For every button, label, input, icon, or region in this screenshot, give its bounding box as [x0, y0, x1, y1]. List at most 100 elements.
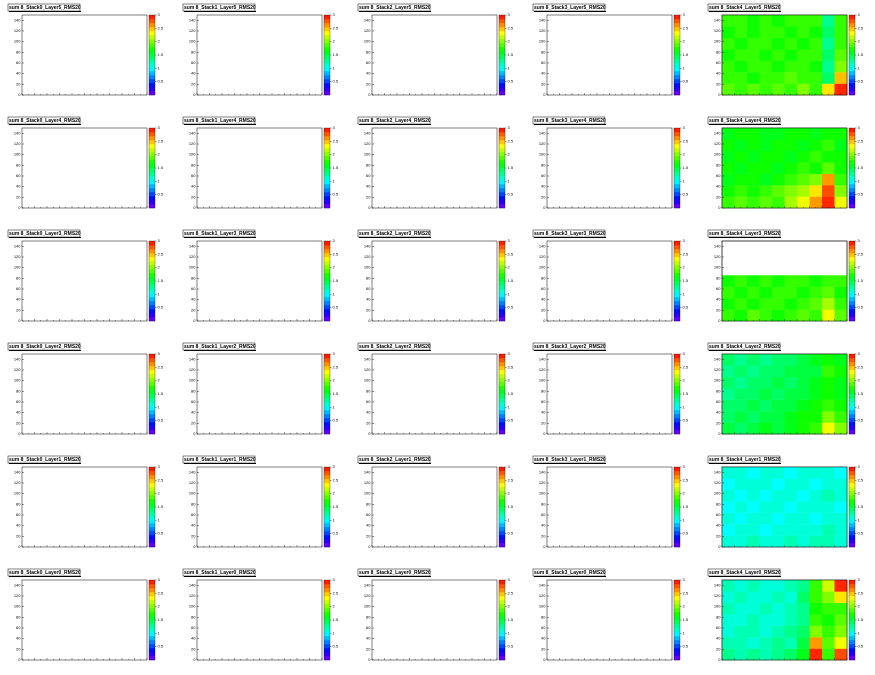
heat-cell	[772, 478, 785, 491]
y-tick-label: 40	[366, 184, 371, 189]
color-bar-band	[324, 83, 330, 88]
color-bar-band	[324, 515, 330, 520]
heat-cell	[809, 128, 823, 140]
color-bar-band	[499, 152, 505, 157]
color-bar-band	[849, 39, 855, 44]
color-bar-band	[499, 281, 505, 286]
z-tick-label: 1	[333, 630, 336, 635]
color-bar-band	[849, 15, 855, 20]
color-bar-band	[849, 632, 855, 637]
z-tick-label: 0.5	[158, 305, 164, 310]
z-tick-label: 2	[683, 39, 686, 44]
heat-cell	[834, 275, 848, 287]
heat-cell	[822, 150, 835, 163]
y-tick-label: 0	[193, 92, 196, 97]
color-bar-band	[849, 83, 855, 88]
color-bar-band	[324, 483, 330, 488]
heat-cell	[722, 512, 735, 525]
heat-cell	[747, 185, 760, 197]
z-tick-label: 0.5	[333, 305, 339, 310]
heat-cell	[809, 15, 823, 27]
heat-cell	[772, 286, 785, 299]
color-bar-band	[849, 241, 855, 246]
z-tick-label: 2.5	[158, 590, 164, 595]
heat-cell	[797, 501, 810, 513]
color-bar-band	[849, 543, 855, 548]
color-bar-band	[149, 132, 155, 137]
heat-cell	[784, 591, 798, 604]
y-tick-label: 120	[714, 28, 721, 33]
color-bar-band	[149, 305, 155, 310]
color-bar-band	[849, 164, 855, 169]
color-bar-band	[849, 297, 855, 302]
heat-cell	[759, 185, 773, 197]
color-bar-band	[849, 467, 855, 472]
heat-cell	[759, 173, 773, 186]
y-tick-label: 100	[14, 152, 21, 157]
heat-cell	[747, 128, 760, 140]
heat-cell	[784, 354, 798, 366]
color-bar-band	[499, 580, 505, 585]
heat-cell	[797, 49, 810, 61]
plot-frame	[196, 466, 323, 548]
heat-cell	[784, 162, 798, 174]
color-bar-band	[324, 164, 330, 169]
heat-cell	[772, 602, 785, 615]
y-tick-label: 100	[189, 491, 196, 496]
heat-cell	[759, 524, 773, 536]
color-bar-band	[499, 136, 505, 141]
heat-cell	[734, 489, 748, 502]
color-bar-band	[674, 257, 680, 262]
heat-cell	[722, 128, 735, 140]
y-tick-label: 60	[541, 60, 546, 65]
panel: 0 20 40 60 80 100 120 140 0.5 1 1.5 2 2.5 3 sum 8_Stac…	[357, 342, 514, 436]
heat-cell	[772, 60, 785, 73]
z-tick-label: 1	[508, 291, 511, 296]
y-tick-label: 120	[539, 367, 546, 372]
heat-cell	[722, 173, 735, 186]
z-tick-label: 1.5	[858, 165, 864, 170]
z-tick-label: 2	[158, 39, 161, 44]
heat-cell	[809, 298, 823, 310]
heat-cell	[834, 512, 848, 525]
color-bar-band	[849, 200, 855, 205]
color-bar-band	[324, 277, 330, 282]
y-tick-label: 80	[541, 388, 546, 393]
color-bar-band	[149, 402, 155, 407]
y-tick-label: 20	[191, 533, 196, 538]
heat-cell	[809, 286, 823, 299]
y-tick-label: 100	[14, 491, 21, 496]
z-tick-label: 3	[508, 577, 511, 582]
y-tick-label: 0	[18, 318, 21, 323]
heat-cell	[822, 196, 835, 209]
color-bar-band	[324, 39, 330, 44]
color-bar-band	[149, 309, 155, 314]
color-bar-band	[499, 406, 505, 411]
y-tick-label: 20	[366, 307, 371, 312]
y-tick-label: 100	[539, 491, 546, 496]
color-bar-band	[149, 378, 155, 383]
heat-cell	[822, 15, 835, 27]
color-bar-band	[499, 600, 505, 605]
panel: 0 20 40 60 80 100 120 140 0.5 1 1.5 2 2.5 3 sum 8_Stac…	[7, 3, 164, 97]
heat-cell	[722, 501, 735, 513]
y-tick-label: 80	[541, 162, 546, 167]
heat-cell	[759, 49, 773, 61]
color-bar-band	[674, 503, 680, 508]
color-bar-band	[499, 503, 505, 508]
z-tick-label: 0.5	[158, 531, 164, 536]
color-bar-band	[324, 180, 330, 185]
heat-cell	[809, 376, 823, 389]
color-bar-band	[674, 164, 680, 169]
color-bar-band	[499, 91, 505, 96]
color-bar-band	[324, 588, 330, 593]
y-tick-label: 100	[14, 604, 21, 609]
z-tick-label: 2	[858, 491, 861, 496]
heat-cell	[834, 411, 848, 423]
y-tick-label: 120	[364, 28, 371, 33]
heat-cell	[809, 512, 823, 525]
z-tick-label: 1.5	[158, 504, 164, 509]
panel: 0 20 40 60 80 100 120 140 0.5 1 1.5 2 2.5 3 sum 8_Stac…	[707, 342, 864, 436]
heat-cell	[784, 399, 798, 412]
y-tick-label: 40	[191, 636, 196, 641]
